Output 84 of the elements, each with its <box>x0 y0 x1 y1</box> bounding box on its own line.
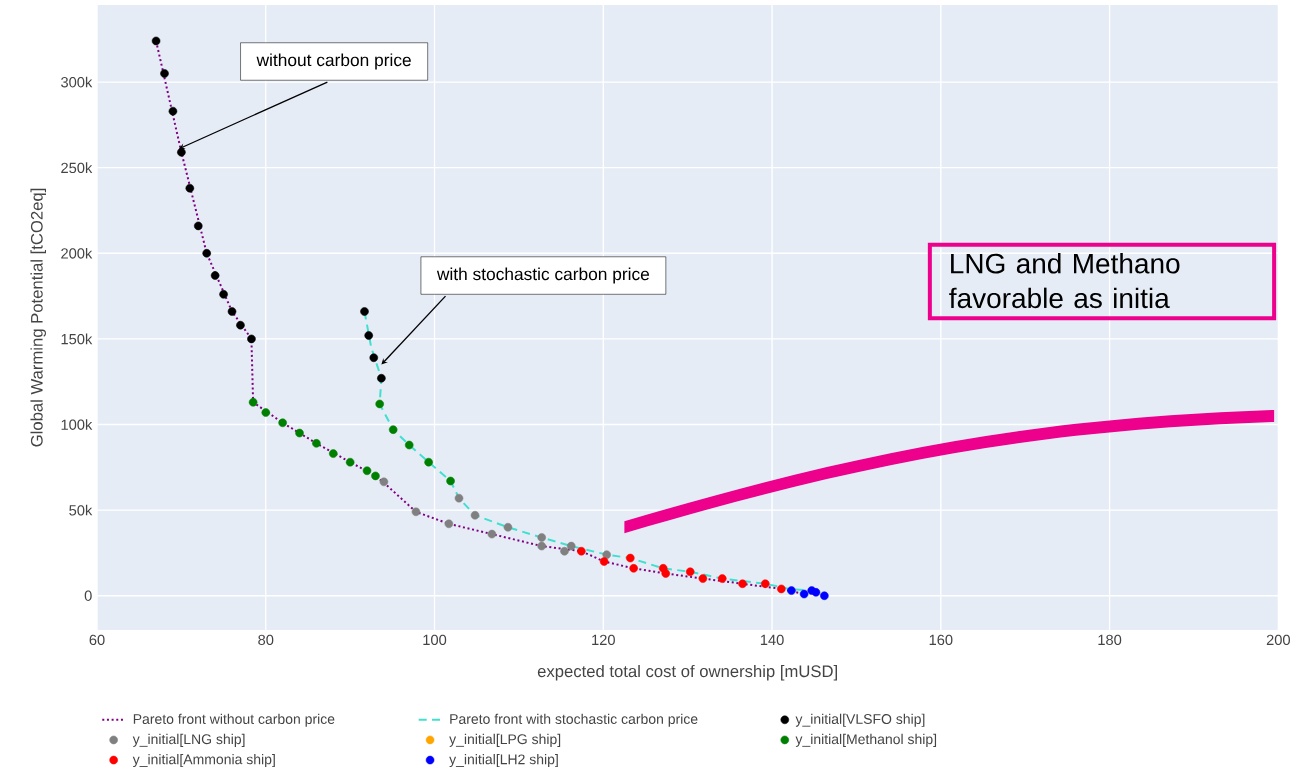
point <box>278 418 287 428</box>
y-tick-label: 300k <box>61 76 93 88</box>
x-axis-title: expected total cost of ownership [mUSD] <box>537 664 837 681</box>
point <box>345 457 355 467</box>
x-tick-label: 60 <box>89 634 105 646</box>
annotation: LNG and Methano favorable as initia <box>949 252 1180 309</box>
point <box>454 493 464 503</box>
y-tick-label: 50k <box>69 504 93 516</box>
point <box>658 564 668 573</box>
x-tick-label: 140 <box>760 634 784 646</box>
point <box>446 476 455 486</box>
point <box>629 564 638 573</box>
point <box>364 331 373 340</box>
x-tick-label: 180 <box>1098 634 1122 646</box>
point <box>193 221 203 231</box>
point <box>388 425 398 434</box>
point <box>151 36 161 46</box>
y-tick-label: 150k <box>61 333 93 345</box>
point <box>377 374 386 383</box>
point <box>777 584 786 594</box>
x-tick-label: 160 <box>929 634 953 646</box>
point <box>236 320 245 330</box>
point <box>379 477 389 487</box>
legend-label: y_initial[LH2 ship] <box>449 754 558 768</box>
point <box>362 466 372 476</box>
x-tick-label: 100 <box>423 634 447 646</box>
point <box>261 408 271 417</box>
point <box>371 471 380 481</box>
annotation: with stochastic carbon price <box>436 267 650 284</box>
point <box>248 397 258 407</box>
y-tick-label: 250k <box>61 162 93 174</box>
point <box>404 440 414 450</box>
y-tick-label: 100k <box>61 419 93 430</box>
point <box>811 588 821 597</box>
point <box>537 533 546 542</box>
annotation: without carbon price <box>256 53 411 70</box>
point <box>177 147 186 157</box>
point <box>202 249 211 258</box>
point <box>375 399 384 409</box>
point <box>424 457 433 467</box>
point <box>503 522 513 532</box>
legend-label: y_initial[VLSFO ship] <box>795 713 925 727</box>
point <box>718 574 727 583</box>
point <box>227 307 237 316</box>
point <box>329 449 338 458</box>
point <box>787 586 796 595</box>
point <box>411 507 421 517</box>
legend-label: y_initial[Methanol ship] <box>795 733 937 747</box>
point <box>487 529 497 539</box>
legend-label: Pareto front without carbon price <box>133 713 335 727</box>
point <box>219 290 228 299</box>
legend-label: y_initial[LPG ship] <box>449 733 561 747</box>
legend-label: y_initial[LNG ship] <box>132 733 245 747</box>
point <box>761 579 770 589</box>
x-tick-label: 120 <box>592 634 615 646</box>
point <box>799 589 809 599</box>
point <box>312 439 321 448</box>
y-tick-label: 0 <box>84 590 92 601</box>
point <box>247 334 256 344</box>
point <box>560 546 569 556</box>
point <box>168 106 178 116</box>
point <box>566 541 576 551</box>
point <box>160 69 169 78</box>
point <box>210 271 220 280</box>
point <box>470 510 480 520</box>
point <box>738 579 747 589</box>
point <box>360 307 369 316</box>
point <box>295 428 304 438</box>
point <box>537 541 546 551</box>
point <box>599 557 609 566</box>
x-tick-label: 200 <box>1266 634 1290 646</box>
y-axis-title: Global Warming Potential [tCO2eq] <box>30 188 46 447</box>
legend-label: Pareto front with stochastic carbon price <box>450 713 698 727</box>
point <box>698 574 708 583</box>
point <box>626 553 635 563</box>
point <box>444 519 454 529</box>
point <box>685 567 695 577</box>
point <box>369 353 379 362</box>
point <box>820 591 829 601</box>
y-tick-label: 200k <box>61 247 93 259</box>
point <box>185 183 195 193</box>
x-tick-label: 80 <box>258 634 274 646</box>
point <box>577 546 586 556</box>
legend-label: y_initial[Ammonia ship] <box>132 754 275 768</box>
